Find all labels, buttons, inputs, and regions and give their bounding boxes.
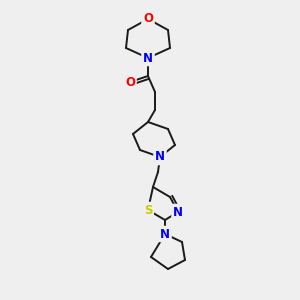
Text: N: N (155, 151, 165, 164)
Text: N: N (143, 52, 153, 64)
Text: N: N (160, 227, 170, 241)
Text: O: O (125, 76, 135, 88)
Text: S: S (144, 203, 152, 217)
Text: N: N (173, 206, 183, 218)
Text: O: O (143, 13, 153, 26)
